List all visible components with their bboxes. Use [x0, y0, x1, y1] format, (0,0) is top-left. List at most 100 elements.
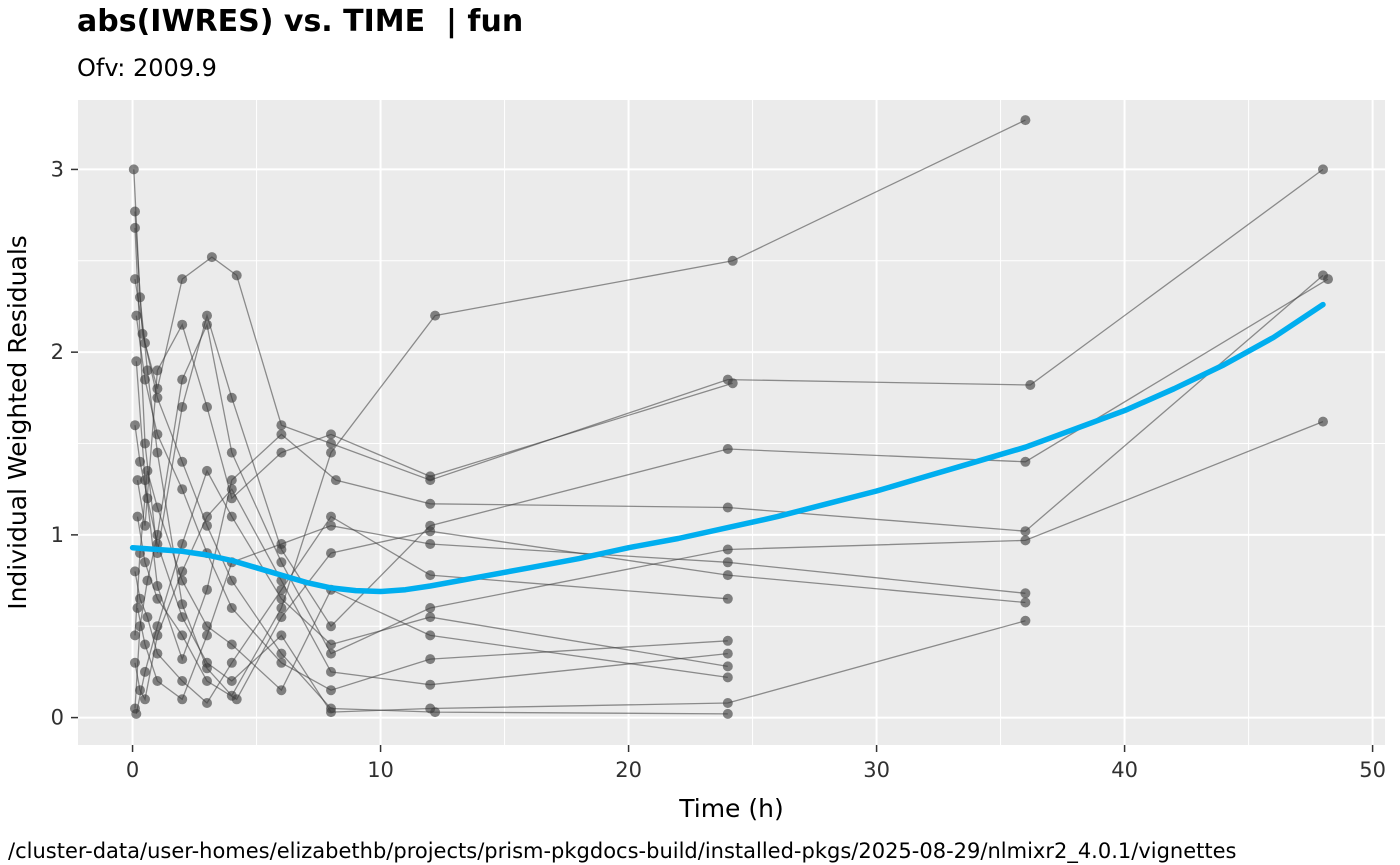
- data-point: [152, 392, 163, 403]
- data-point: [140, 639, 150, 650]
- data-point: [425, 654, 436, 665]
- data-point: [140, 475, 150, 486]
- data-point: [722, 708, 733, 719]
- data-point: [425, 526, 436, 537]
- data-point: [430, 310, 441, 321]
- data-point: [152, 539, 163, 549]
- data-point: [152, 383, 163, 394]
- data-point: [226, 484, 237, 495]
- data-point: [276, 593, 287, 604]
- data-point: [226, 493, 237, 504]
- data-point: [226, 603, 237, 613]
- x-tick-label: 50: [1359, 758, 1386, 782]
- subject-line: [135, 469, 728, 715]
- data-point: [135, 456, 145, 467]
- data-point: [1020, 615, 1031, 626]
- data-point: [425, 679, 436, 690]
- data-point: [130, 274, 140, 285]
- data-point: [130, 420, 140, 431]
- data-point: [135, 621, 145, 632]
- data-point: [142, 575, 153, 586]
- data-point: [1318, 164, 1328, 175]
- data-point: [276, 657, 287, 668]
- data-point: [326, 429, 336, 440]
- data-point: [131, 356, 142, 367]
- data-point: [326, 520, 336, 531]
- data-point: [128, 164, 139, 175]
- data-point: [722, 661, 733, 672]
- data-point: [202, 584, 212, 595]
- data-point: [132, 511, 143, 522]
- data-point: [326, 447, 336, 458]
- data-point: [722, 648, 733, 659]
- data-point: [722, 557, 733, 568]
- plot-panel: [78, 100, 1385, 745]
- data-point: [326, 621, 336, 632]
- data-point: [727, 378, 738, 389]
- y-tick-label: 0: [51, 706, 64, 730]
- data-point: [152, 581, 163, 591]
- data-point: [177, 566, 188, 577]
- data-point: [140, 338, 150, 348]
- data-point: [152, 593, 163, 604]
- x-tick-label: 10: [367, 758, 394, 782]
- data-point: [135, 292, 145, 303]
- data-point: [276, 557, 287, 568]
- data-point: [152, 429, 163, 440]
- data-point: [152, 621, 163, 632]
- data-point: [226, 447, 237, 458]
- data-point: [1318, 270, 1328, 281]
- data-point: [177, 599, 188, 610]
- data-point: [722, 444, 733, 454]
- data-point: [226, 475, 237, 486]
- subject-line: [134, 425, 1026, 713]
- data-point: [326, 703, 336, 714]
- data-point: [276, 539, 287, 549]
- data-point: [722, 672, 733, 683]
- y-tick-label: 1: [51, 523, 64, 547]
- data-point: [226, 511, 237, 522]
- data-point: [425, 603, 436, 613]
- data-point: [130, 630, 140, 641]
- data-point: [140, 694, 150, 705]
- data-point: [326, 548, 336, 559]
- data-point: [1025, 380, 1036, 390]
- data-point: [727, 255, 738, 266]
- data-point: [140, 374, 150, 385]
- plot-subtitle: Ofv: 2009.9: [77, 54, 217, 82]
- data-point: [142, 365, 153, 376]
- data-point: [276, 584, 287, 595]
- data-point: [152, 502, 163, 513]
- data-point: [131, 310, 142, 321]
- data-point: [130, 206, 140, 217]
- data-point: [326, 648, 336, 659]
- data-point: [326, 639, 336, 650]
- data-point: [142, 612, 153, 623]
- data-point: [226, 392, 237, 403]
- x-tick-label: 30: [863, 758, 890, 782]
- data-point: [130, 657, 140, 668]
- data-point: [140, 520, 150, 531]
- data-point: [177, 274, 188, 285]
- data-point: [722, 570, 733, 581]
- data-point: [1318, 416, 1328, 427]
- data-point: [326, 666, 336, 677]
- data-point: [177, 694, 188, 705]
- data-point: [152, 630, 163, 641]
- data-point: [202, 657, 212, 668]
- data-point: [202, 511, 212, 522]
- data-point: [202, 621, 212, 632]
- data-point: [425, 498, 436, 509]
- data-point: [276, 612, 287, 623]
- data-point: [202, 319, 212, 330]
- iwres-vs-time-plot: 0 10 20 30 40 50 0 1 2 3 Time (h) Individual Weight…: [3, 100, 1386, 823]
- data-point: [177, 374, 188, 385]
- file-path-text: /cluster-data/user-homes/elizabethb/proj…: [8, 839, 1237, 863]
- data-point: [231, 694, 242, 705]
- data-point: [202, 698, 212, 708]
- x-tick-label: 20: [615, 758, 642, 782]
- data-point: [135, 593, 145, 604]
- data-point: [1020, 115, 1031, 126]
- data-point: [202, 676, 212, 686]
